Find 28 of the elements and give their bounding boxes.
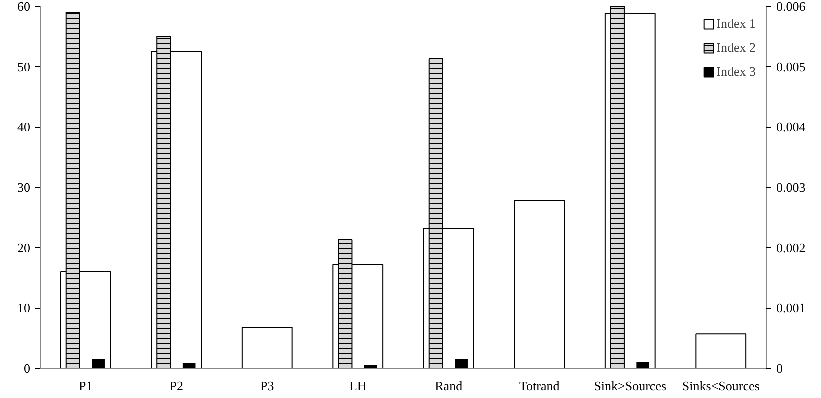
y-tick-label: 20 bbox=[18, 240, 30, 256]
y2-tick-label: 0.005 bbox=[776, 59, 806, 74]
x-tick-label: P1 bbox=[79, 378, 93, 394]
x-tick-label: P3 bbox=[260, 378, 274, 394]
y2-tick-label: 0.003 bbox=[776, 180, 806, 195]
bar bbox=[242, 326, 293, 368]
y2-tick-label: 0.002 bbox=[776, 240, 806, 256]
x-tick-label: Rand bbox=[435, 378, 464, 394]
bar bbox=[514, 200, 566, 368]
y2-tick-label: 0.004 bbox=[776, 120, 806, 135]
x-tick-label: LH bbox=[349, 378, 367, 394]
y-tick-label: 50 bbox=[18, 59, 30, 74]
y-tick-label: 10 bbox=[18, 300, 30, 316]
y2-tick-label: 0 bbox=[776, 361, 783, 376]
x-tick-label: Totrand bbox=[520, 378, 560, 394]
x-tick-label: P2 bbox=[170, 378, 184, 394]
legend-label: Index 1 bbox=[716, 16, 756, 32]
y-tick-label: 0 bbox=[24, 361, 30, 376]
y-tick-label: 40 bbox=[18, 120, 30, 135]
x-tick-label: Sinks<Sources bbox=[682, 378, 760, 394]
bar bbox=[696, 334, 747, 368]
y-tick-label: 30 bbox=[18, 180, 30, 195]
y2-tick-label: 0.001 bbox=[776, 300, 806, 316]
legend-label: Index 3 bbox=[716, 64, 756, 80]
x-tick-label: Sink>Sources bbox=[594, 378, 667, 394]
y-tick-label: 60 bbox=[18, 0, 30, 14]
legend-label: Index 2 bbox=[716, 40, 756, 56]
y2-tick-label: 0.006 bbox=[776, 0, 806, 14]
